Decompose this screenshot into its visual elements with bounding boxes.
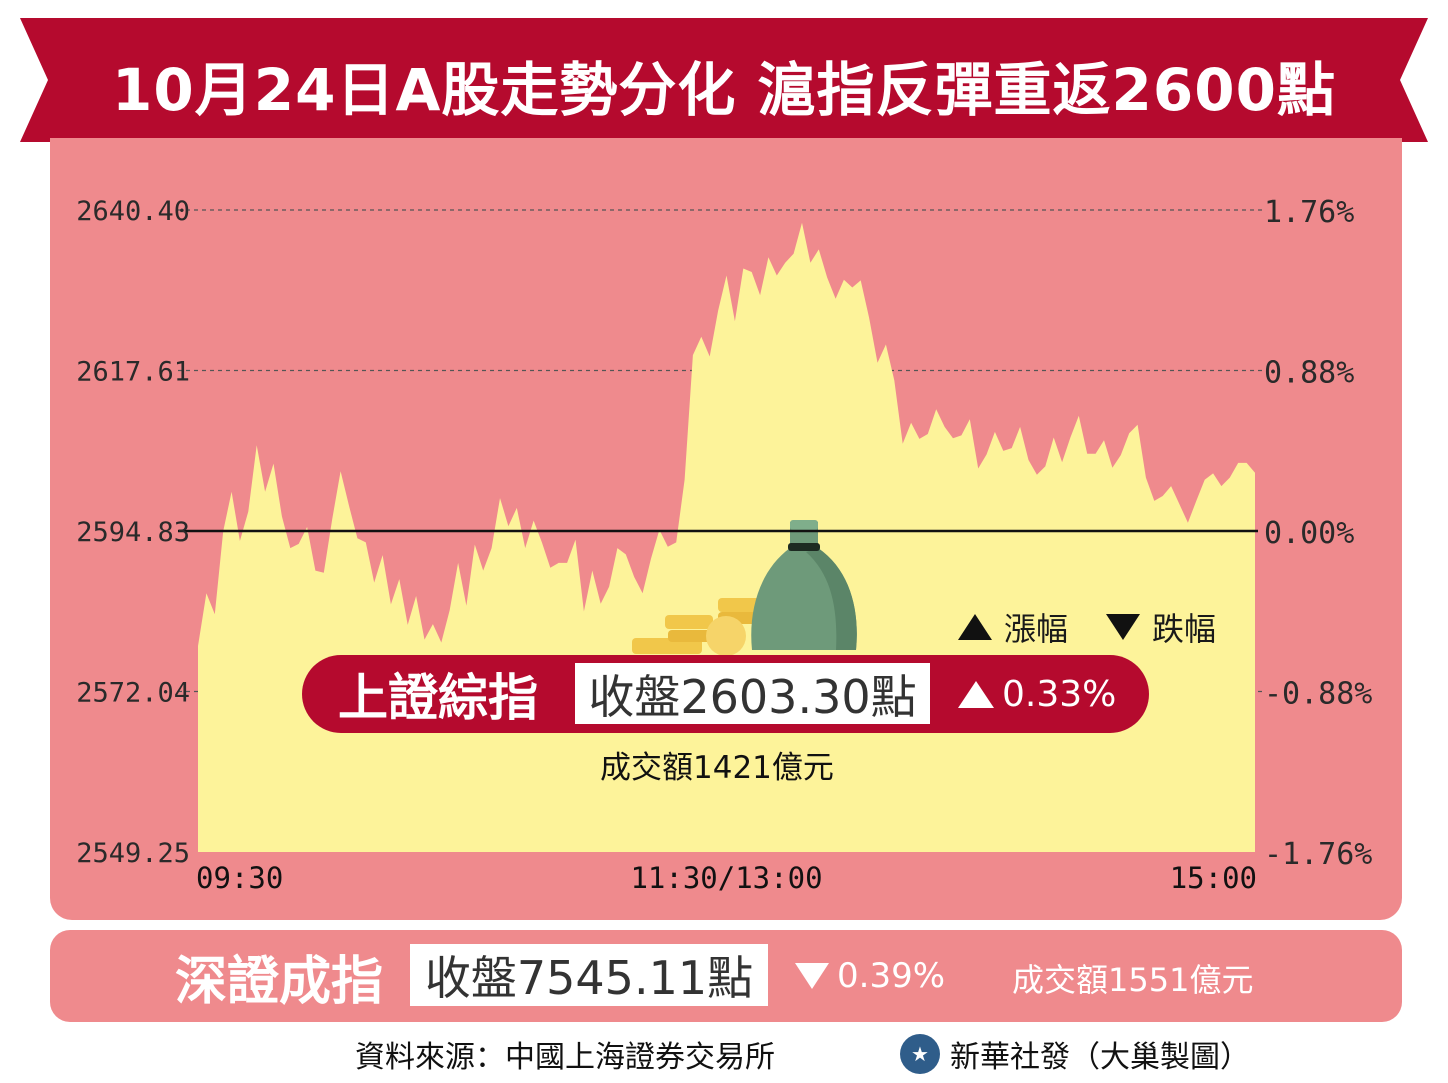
xinhua-logo-icon: ★ xyxy=(900,1034,940,1074)
x-tick-label: 11:30/13:00 xyxy=(630,861,822,895)
credit: ★ 新華社發（大巢製圖） xyxy=(900,1032,1250,1076)
y-axis-left: 2640.40 2617.61 2594.83 2572.04 2549.25 xyxy=(76,196,190,869)
legend: 漲幅 跌幅 xyxy=(958,606,1216,648)
y-tick-label: 2572.04 xyxy=(76,677,190,708)
money-bag-decoration xyxy=(632,520,857,656)
y-axis-right: 1.76% 0.88% 0.00% -0.88% -1.76% xyxy=(1264,195,1372,872)
y-tick-label: 2640.40 xyxy=(76,196,190,227)
intraday-area-chart: 2640.40 2617.61 2594.83 2572.04 2549.25 1.76… xyxy=(76,195,1372,895)
y-tick-label: 2549.25 xyxy=(76,838,190,869)
y2-tick-label: 0.00% xyxy=(1264,516,1354,551)
x-tick-label: 15:00 xyxy=(1170,861,1257,895)
y2-tick-label: 0.88% xyxy=(1264,356,1354,391)
shenzhen-change-value: 0.39% xyxy=(837,956,946,996)
shanghai-change: 0.33% xyxy=(958,658,1116,730)
legend-down-label: 跌幅 xyxy=(1152,610,1217,648)
data-source: 資料來源：中國上海證券交易所 xyxy=(355,1040,775,1075)
up-triangle-icon xyxy=(958,614,992,640)
y-tick-label: 2617.61 xyxy=(76,357,190,388)
legend-up-label: 漲幅 xyxy=(1004,610,1069,648)
shenzhen-index-name: 深證成指 xyxy=(175,951,384,1012)
shanghai-index-name: 上證綜指 xyxy=(338,669,538,727)
shenzhen-close-value: 收盤7545.11點 xyxy=(410,944,768,1006)
y2-tick-label: -1.76% xyxy=(1264,837,1372,872)
down-triangle-icon xyxy=(1106,614,1141,640)
title-ribbon xyxy=(20,18,1428,142)
page-title: 10月24日A股走勢分化 滬指反彈重返2600點 xyxy=(112,56,1336,124)
y2-tick-label: 1.76% xyxy=(1264,195,1354,230)
shanghai-change-value: 0.33% xyxy=(1002,673,1117,715)
x-tick-label: 09:30 xyxy=(196,861,283,895)
shenzhen-change: 0.39% xyxy=(795,950,945,1002)
y2-tick-label: -0.88% xyxy=(1264,676,1372,711)
shenzhen-turnover: 成交額1551億元 xyxy=(1012,961,1254,999)
y-tick-label: 2594.83 xyxy=(76,517,190,548)
x-axis: 09:30 11:30/13:00 15:00 xyxy=(196,861,1257,895)
down-triangle-icon xyxy=(795,963,829,989)
shanghai-turnover: 成交額1421億元 xyxy=(600,750,834,786)
credit-text: 新華社發（大巢製圖） xyxy=(950,1040,1250,1075)
shanghai-close-value: 收盤2603.30點 xyxy=(575,663,930,724)
up-triangle-icon xyxy=(958,680,994,708)
